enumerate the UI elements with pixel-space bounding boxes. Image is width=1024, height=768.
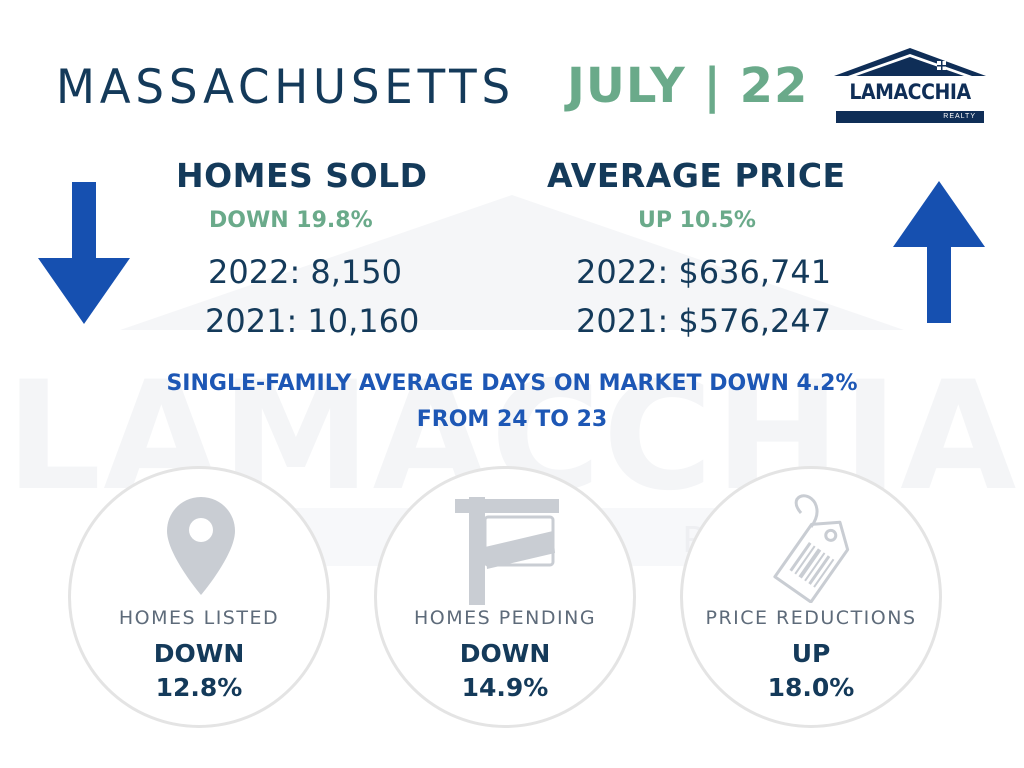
logo-name: LAMACCHIA [849,80,971,104]
homes-pending-direction: DOWN [459,639,551,668]
days-on-market-line1: SINGLE-FAMILY AVERAGE DAYS ON MARKET DOW… [166,371,858,396]
state-title: MASSACHUSETTS [56,60,515,115]
arrow-up-icon [893,181,985,323]
price-reductions-value: 18.0% [767,673,855,702]
homes-listed-card: HOMES LISTED DOWN 12.8% [68,466,330,728]
price-reductions-label: PRICE REDUCTIONS [705,607,917,629]
price-reductions-card: PRICE REDUCTIONS UP 18.0% [680,466,942,728]
arrow-down-icon [38,182,130,324]
homes-sold-2021: 2021: 10,160 [205,302,420,340]
map-pin-icon [167,497,235,595]
homes-listed-label: HOMES LISTED [118,607,280,629]
homes-sold-change: DOWN 19.8% [209,208,373,233]
homes-listed-value: 12.8% [155,673,243,702]
average-price-2022: 2022: $636,741 [576,253,832,291]
homes-pending-label: HOMES PENDING [413,607,597,629]
days-on-market-line2: FROM 24 TO 23 [416,407,608,432]
logo-sub: REALTY [836,111,984,123]
header: MASSACHUSETTS JULY | 22 [0,0,1024,140]
homes-sold-2022: 2022: 8,150 [208,253,402,291]
homes-listed-direction: DOWN [153,639,245,668]
for-sale-sign-icon [455,497,559,605]
logo-house-icon [834,48,986,76]
homes-pending-value: 14.9% [461,673,549,702]
homes-sold-title: HOMES SOLD [176,156,428,195]
homes-pending-card: HOMES PENDING DOWN 14.9% [374,466,636,728]
average-price-title: AVERAGE PRICE [547,156,846,195]
price-reductions-direction: UP [791,639,831,668]
price-tag-icon [773,494,850,603]
average-price-change: UP 10.5% [638,208,756,233]
average-price-2021: 2021: $576,247 [576,302,832,340]
period-title: JULY | 22 [567,58,809,114]
